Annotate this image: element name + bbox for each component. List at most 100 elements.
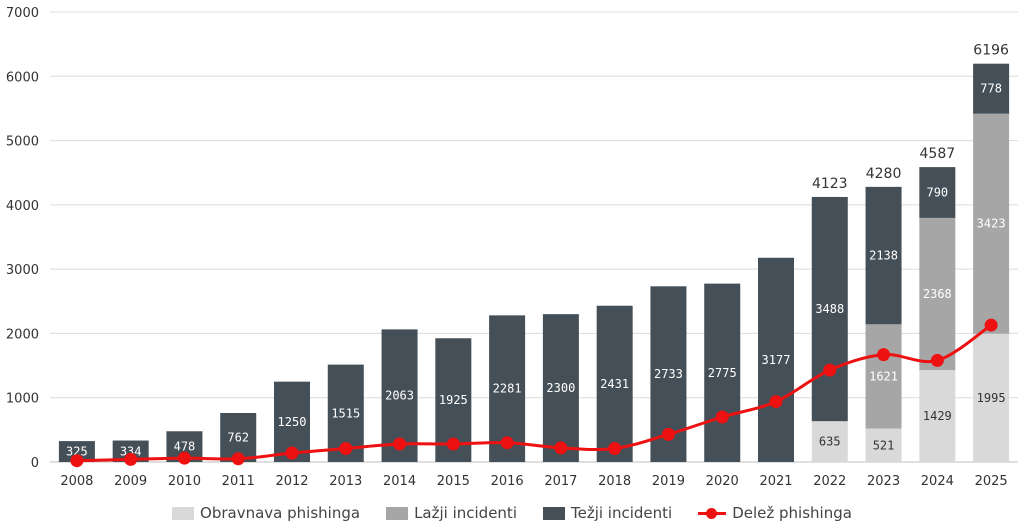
x-tick-label: 2024 [921, 474, 954, 489]
line-point [446, 437, 460, 451]
data-label: 2431 [600, 377, 629, 391]
legend-label: Težji incidenti [570, 504, 673, 522]
data-label: 478 [174, 440, 196, 454]
y-tick-label: 4000 [6, 199, 39, 214]
x-tick-label: 2009 [114, 474, 147, 489]
bar-segment [758, 257, 794, 462]
y-tick-label: 1000 [6, 392, 39, 407]
x-tick-label: 2023 [867, 474, 900, 489]
legend-item-lazji: Lažji incidenti [386, 504, 517, 522]
x-tick-label: 2013 [329, 474, 362, 489]
bar-segment [811, 421, 848, 462]
x-tick-label: 2019 [652, 474, 685, 489]
line-point [393, 437, 407, 451]
legend-label: Obravnava phishinga [200, 504, 361, 522]
bar-segment [973, 333, 1010, 462]
stacked-bar-chart: 0 1000 2000 3000 4000 5000 6000 7000 325 334 478 7… [6, 6, 1018, 489]
line-point [177, 451, 191, 465]
data-label: 778 [980, 82, 1002, 96]
bar-segment [865, 186, 902, 325]
line-point [554, 441, 568, 455]
data-label: 635 [819, 435, 841, 449]
bar-segment [919, 167, 956, 218]
x-tick-label: 2011 [222, 474, 255, 489]
line-point [231, 452, 245, 466]
y-tick-label: 0 [31, 456, 39, 471]
bar-segment [919, 217, 956, 371]
bar-segment [704, 283, 741, 462]
data-label: 521 [873, 438, 895, 452]
data-label: 325 [66, 445, 88, 459]
bar-segment [542, 314, 579, 462]
y-axis: 0 1000 2000 3000 4000 5000 6000 7000 [6, 6, 39, 471]
data-label: 2281 [493, 382, 522, 396]
line-point [124, 452, 138, 466]
line-point [877, 348, 891, 362]
y-tick-label: 6000 [6, 70, 39, 85]
legend-line-swatch [698, 507, 727, 520]
line-point [715, 410, 729, 424]
total-label: 4280 [866, 166, 902, 182]
bar-segment [919, 370, 956, 462]
x-tick-label: 2010 [168, 474, 201, 489]
line-point [608, 442, 622, 455]
data-label: 334 [120, 444, 142, 458]
x-tick-label: 2014 [383, 474, 416, 489]
legend-swatch [172, 506, 195, 520]
legend-item-delez: Delež phishinga [698, 504, 852, 522]
legend-item-tezji: Težji incidenti [542, 504, 673, 522]
legend-swatch [542, 506, 565, 520]
x-tick-label: 2018 [598, 474, 631, 489]
bars: 325 334 478 762 1250 1515 2063 1925 2281 2300 2431… [58, 43, 1010, 462]
x-tick-label: 2022 [813, 474, 846, 489]
line-point [500, 436, 514, 450]
data-label: 2300 [546, 381, 575, 395]
line-point [70, 454, 84, 468]
bar-segment [973, 63, 1010, 114]
legend-swatch [386, 506, 409, 520]
legend-label: Lažji incidenti [414, 504, 517, 522]
x-tick-label: 2017 [544, 474, 577, 489]
x-tick-label: 2016 [491, 474, 524, 489]
data-label: 790 [926, 186, 948, 200]
data-label: 2733 [654, 367, 683, 381]
bar-segment [112, 440, 149, 462]
x-tick-label: 2025 [975, 474, 1008, 489]
line-point [285, 446, 299, 460]
y-tick-label: 3000 [6, 263, 39, 278]
line-point [339, 442, 353, 455]
gridlines [50, 11, 1018, 463]
data-label: 3423 [977, 217, 1006, 231]
bar-segment [973, 113, 1010, 334]
bar-segment [865, 324, 902, 429]
data-label: 3488 [815, 302, 844, 316]
bar-segment [58, 441, 95, 462]
y-tick-label: 7000 [6, 6, 39, 21]
data-label: 2063 [385, 389, 414, 403]
bar-segment [596, 305, 633, 462]
bar-segment [865, 428, 902, 462]
total-label: 4123 [812, 176, 848, 192]
data-label: 2775 [708, 366, 737, 380]
data-label: 762 [227, 431, 249, 445]
data-label: 1250 [278, 415, 307, 429]
y-tick-label: 2000 [6, 327, 39, 342]
data-label: 3177 [762, 353, 791, 367]
line-point [930, 353, 944, 367]
line-path [76, 323, 992, 463]
data-label: 1429 [923, 409, 952, 423]
data-label: 2368 [923, 287, 952, 301]
legend-item-obravnava: Obravnava phishinga [172, 504, 360, 522]
line-point [769, 395, 783, 409]
total-label: 4587 [920, 146, 956, 162]
data-label: 1995 [977, 391, 1006, 405]
data-label: 1925 [439, 393, 468, 407]
line-point [984, 318, 998, 332]
data-label: 1515 [331, 406, 360, 420]
x-tick-label: 2020 [706, 474, 739, 489]
legend: Obravnava phishinga Lažji incidenti Težj… [0, 500, 1024, 526]
line-point [661, 427, 675, 441]
x-tick-label: 2015 [437, 474, 470, 489]
total-label: 6196 [973, 43, 1009, 59]
x-tick-label: 2012 [275, 474, 308, 489]
